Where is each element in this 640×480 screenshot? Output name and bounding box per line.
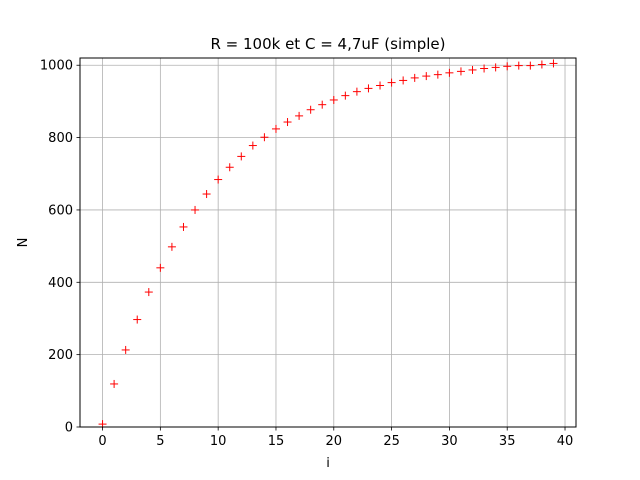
y-tick-label: 600 [48,203,73,218]
data-point [514,61,523,70]
data-point [422,72,431,81]
x-tick-label: 15 [268,434,285,449]
x-tick-label: 30 [441,434,458,449]
data-point [480,64,489,73]
y-tick-label: 800 [48,131,73,146]
data-point [445,68,454,77]
data-point [537,60,546,69]
data-point [329,95,338,104]
data-point [364,84,373,93]
data-point [387,78,396,87]
y-axis-ticks: 0 200 400 600 800 1000 [40,59,80,436]
data-point [456,67,465,76]
data-point [179,222,188,231]
y-axis-label: N [16,238,31,248]
data-point [225,163,234,172]
x-tick-label: 0 [98,434,106,449]
x-tick-label: 35 [499,434,516,449]
y-tick-label: 0 [65,421,73,436]
data-point [156,263,165,272]
grid [80,58,576,428]
x-tick-label: 5 [156,434,164,449]
data-point [191,205,200,214]
data-point [341,91,350,100]
data-point [110,379,119,388]
x-axis-label: i [326,456,330,471]
data-point [167,242,176,251]
x-axis-ticks: 0 5 10 15 20 25 30 35 40 [98,427,573,449]
data-point [468,65,477,74]
data-point [202,190,211,199]
plot-frame [79,57,577,428]
data-point [433,70,442,79]
data-point [271,124,280,133]
data-point [491,63,500,72]
data-point [260,133,269,142]
data-point [352,87,361,96]
data-points [98,59,558,429]
data-point [503,62,512,71]
data-point [133,315,142,324]
y-tick-label: 1000 [40,59,73,74]
data-point [248,141,257,150]
data-point [237,152,246,161]
data-point [214,175,223,184]
data-point [144,288,153,297]
x-tick-label: 20 [326,434,343,449]
chart-title: R = 100k et C = 4,7uF (simple) [210,35,445,53]
data-point [283,118,292,127]
data-point [410,73,419,82]
x-tick-label: 10 [210,434,227,449]
y-tick-label: 200 [48,348,73,363]
y-tick-label: 400 [48,276,73,291]
data-point [399,76,408,85]
data-point [121,345,130,354]
x-tick-label: 40 [557,434,574,449]
data-point [295,111,304,120]
data-point [549,59,558,68]
data-point [376,81,385,90]
data-point [306,105,315,114]
data-point [318,100,327,109]
x-tick-label: 25 [383,434,400,449]
data-point [526,61,535,70]
